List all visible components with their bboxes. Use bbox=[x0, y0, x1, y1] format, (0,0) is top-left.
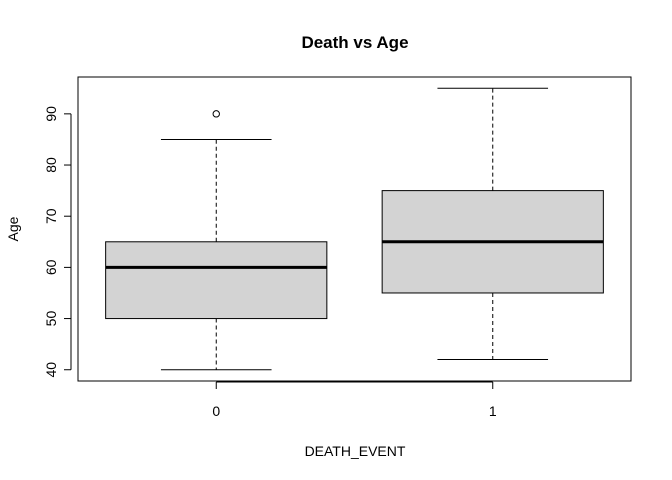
chart-marks: 40 50 60 70 80 90 0 1 bbox=[43, 87, 604, 419]
plot-frame bbox=[77, 76, 632, 382]
x-tick-label: 0 bbox=[212, 403, 220, 419]
chart-title: Death vs Age bbox=[301, 33, 408, 52]
y-tick-label: 40 bbox=[43, 362, 59, 378]
x-axis-label: DEATH_EVENT bbox=[305, 443, 406, 459]
y-tick-label: 70 bbox=[43, 208, 59, 224]
y-axis-label: Age bbox=[5, 216, 21, 241]
y-tick-label: 50 bbox=[43, 311, 59, 327]
y-tick-label: 60 bbox=[43, 259, 59, 275]
outlier-point bbox=[212, 110, 220, 118]
y-tick-label: 80 bbox=[43, 157, 59, 173]
x-tick-label: 1 bbox=[489, 403, 497, 419]
iqr-box bbox=[105, 241, 328, 320]
y-tick-label: 90 bbox=[43, 106, 59, 122]
